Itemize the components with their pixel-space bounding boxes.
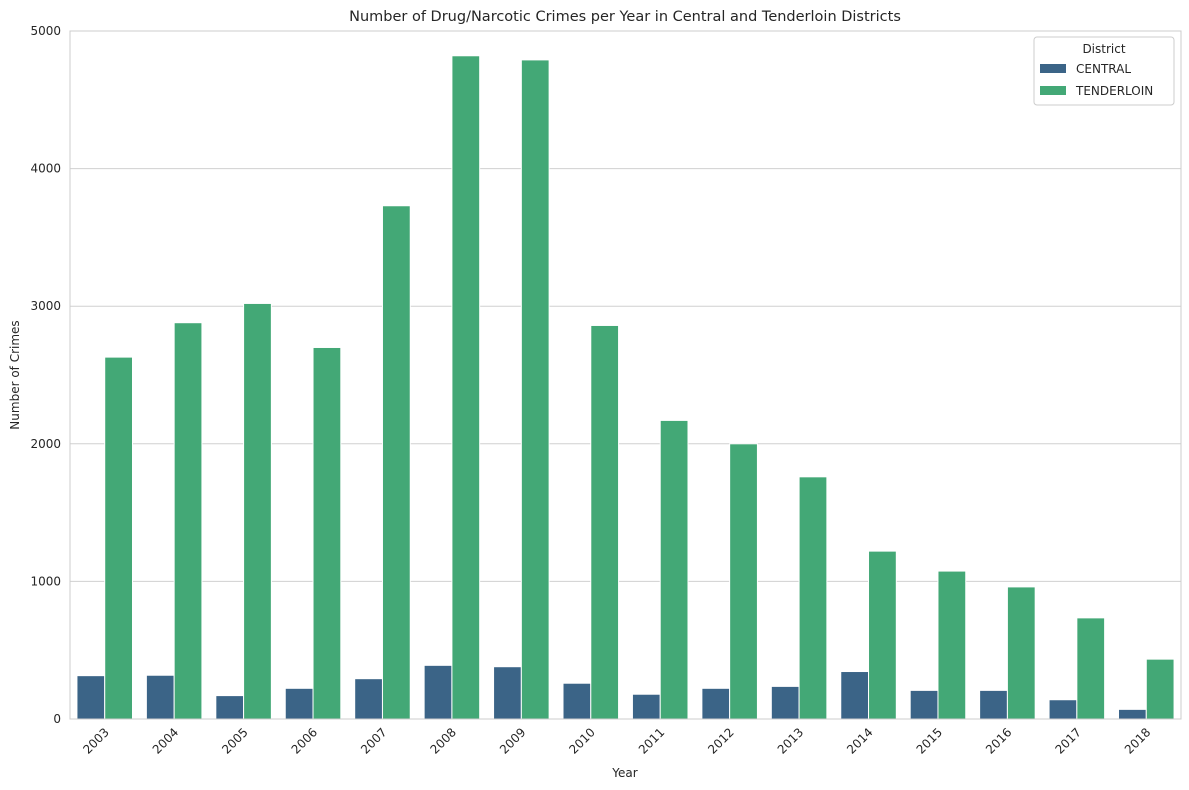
- y-tick-label: 0: [53, 712, 61, 726]
- bar-tenderloin-2009: [520, 59, 550, 720]
- bar-tenderloin-2012: [729, 443, 758, 720]
- y-tick-label: 3000: [30, 299, 61, 313]
- y-axis-label: Number of Crimes: [8, 320, 22, 429]
- bar-central-2003: [76, 675, 106, 720]
- bar-central-2015: [909, 689, 939, 720]
- bar-central-2004: [145, 674, 175, 720]
- y-tick-label: 1000: [30, 574, 61, 588]
- bar-central-2014: [840, 671, 870, 720]
- bar-tenderloin-2003: [104, 356, 133, 720]
- bar-tenderloin-2017: [1076, 617, 1106, 720]
- bar-tenderloin-2006: [312, 346, 342, 720]
- bar-central-2009: [493, 666, 522, 720]
- bar-tenderloin-2014: [868, 550, 897, 720]
- bar-central-2011: [631, 693, 661, 720]
- y-tick-label: 2000: [30, 437, 61, 451]
- y-tick-label: 4000: [30, 162, 61, 176]
- legend: District CENTRAL TENDERLOIN: [1033, 36, 1175, 106]
- legend-title: District: [1082, 42, 1125, 56]
- legend-box: [1033, 36, 1175, 106]
- bar-tenderloin-2008: [451, 55, 481, 720]
- x-axis-label: Year: [611, 766, 637, 780]
- bar-tenderloin-2015: [937, 570, 967, 720]
- bar-tenderloin-2004: [173, 322, 203, 720]
- chart-title: Number of Drug/Narcotic Crimes per Year …: [349, 9, 901, 25]
- bar-tenderloin-2013: [798, 476, 828, 720]
- bar-central-2008: [423, 664, 453, 720]
- bar-central-2018: [1118, 708, 1147, 720]
- bar-central-2005: [215, 695, 245, 720]
- y-tick-labels: 0 1000 2000 3000 4000 5000: [30, 24, 61, 726]
- bar-tenderloin-2016: [1006, 586, 1036, 720]
- bar-central-2012: [701, 687, 731, 720]
- legend-swatch-tenderloin: [1040, 86, 1066, 95]
- bar-central-2006: [284, 687, 314, 720]
- plot-frame: [69, 30, 1182, 720]
- bar-tenderloin-2010: [590, 324, 620, 720]
- bar-tenderloin-2011: [659, 419, 689, 720]
- bar-central-2013: [770, 685, 800, 720]
- bar-central-2007: [354, 678, 383, 720]
- bar-tenderloin-2018: [1145, 658, 1175, 720]
- legend-label-tenderloin: TENDERLOIN: [1075, 84, 1153, 98]
- bar-tenderloin-2007: [381, 205, 411, 720]
- legend-label-central: CENTRAL: [1076, 62, 1131, 76]
- bar-central-2017: [1048, 699, 1078, 720]
- bar-tenderloin-2005: [243, 302, 272, 720]
- bar-central-2010: [562, 682, 592, 720]
- y-tick-label: 5000: [30, 24, 61, 38]
- legend-swatch-central: [1040, 64, 1066, 73]
- bar-central-2016: [979, 689, 1008, 720]
